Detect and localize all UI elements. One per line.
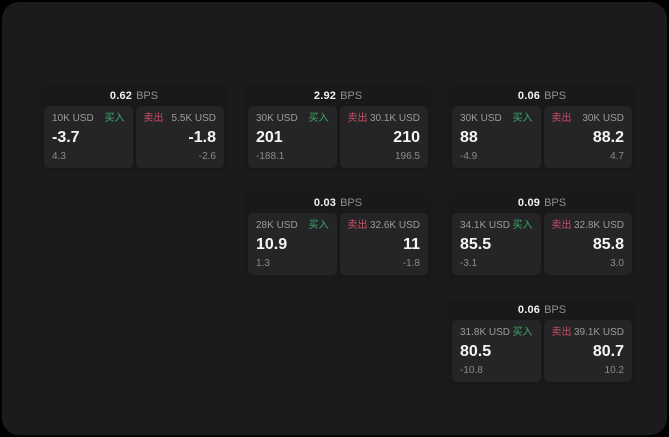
quote-card-body: 31.8K USD 买入 80.5 -10.8 卖出 39.1K USD 80.…	[452, 320, 632, 382]
buy-amount: 34.1K USD	[460, 220, 511, 231]
buy-tag: 买入	[512, 327, 533, 338]
buy-price: -3.7	[52, 129, 80, 146]
buy-price: 85.5	[460, 236, 492, 253]
bps-header: 0.06 BPS	[452, 299, 632, 320]
sell-amount: 30.1K USD	[369, 113, 420, 124]
sell-tag: 卖出	[551, 220, 572, 231]
sell-amount: 39.1K USD	[573, 327, 624, 338]
quote-card: 0.62 BPS 10K USD 买入 -3.7 4.3 卖出 5.5K USD	[40, 85, 228, 172]
sell-amount: 30K USD	[582, 113, 624, 124]
buy-quote-panel[interactable]: 28K USD 买入 10.9 1.3	[248, 213, 337, 275]
quote-card-body: 10K USD 买入 -3.7 4.3 卖出 5.5K USD -1.8 -2.…	[44, 106, 224, 168]
buy-tag: 买入	[512, 220, 533, 231]
bps-unit-label: BPS	[544, 303, 567, 316]
buy-amount: 28K USD	[256, 220, 298, 231]
bps-header: 0.62 BPS	[44, 85, 224, 106]
buy-sub-value: 4.3	[52, 151, 66, 162]
sell-quote-panel[interactable]: 卖出 30K USD 88.2 4.7	[543, 106, 632, 168]
buy-sub-value: -10.8	[460, 365, 483, 376]
bps-unit-label: BPS	[340, 196, 363, 209]
bps-value: 0.06	[517, 303, 541, 316]
quote-card: 2.92 BPS 30K USD 买入 201 -188.1 卖出 30.1K …	[244, 85, 432, 172]
sell-quote-panel[interactable]: 卖出 5.5K USD -1.8 -2.6	[135, 106, 224, 168]
quote-card-body: 28K USD 买入 10.9 1.3 卖出 32.6K USD 11 -1.8	[248, 213, 428, 275]
sell-sub-value: -2.6	[198, 151, 216, 162]
buy-quote-panel[interactable]: 30K USD 买入 201 -188.1	[248, 106, 337, 168]
sell-price: 85.8	[592, 236, 624, 253]
bps-value: 0.06	[517, 89, 541, 102]
bps-header: 2.92 BPS	[248, 85, 428, 106]
quote-card: 0.03 BPS 28K USD 买入 10.9 1.3 卖出 32.6K US…	[244, 192, 432, 279]
buy-tag: 买入	[104, 113, 125, 124]
buy-amount: 31.8K USD	[460, 327, 511, 338]
sell-sub-value: -1.8	[402, 258, 420, 269]
buy-sub-value: -188.1	[256, 151, 285, 162]
sell-amount: 5.5K USD	[171, 113, 216, 124]
sell-tag: 卖出	[143, 113, 164, 124]
buy-quote-panel[interactable]: 10K USD 买入 -3.7 4.3	[44, 106, 133, 168]
buy-sub-value: -4.9	[460, 151, 478, 162]
sell-tag: 卖出	[551, 113, 572, 124]
buy-price: 80.5	[460, 343, 492, 360]
sell-quote-panel[interactable]: 卖出 30.1K USD 210 196.5	[339, 106, 428, 168]
sell-quote-panel[interactable]: 卖出 32.8K USD 85.8 3.0	[543, 213, 632, 275]
buy-quote-panel[interactable]: 34.1K USD 买入 85.5 -3.1	[452, 213, 541, 275]
sell-sub-value: 10.2	[604, 365, 624, 376]
buy-amount: 30K USD	[256, 113, 298, 124]
buy-quote-panel[interactable]: 30K USD 买入 88 -4.9	[452, 106, 541, 168]
sell-price: 80.7	[592, 343, 624, 360]
buy-tag: 买入	[308, 113, 329, 124]
bps-unit-label: BPS	[136, 89, 159, 102]
sell-amount: 32.6K USD	[369, 220, 420, 231]
sell-sub-value: 4.7	[610, 151, 624, 162]
bps-header: 0.06 BPS	[452, 85, 632, 106]
bps-value: 2.92	[313, 89, 337, 102]
sell-price: 210	[393, 129, 420, 146]
bps-unit-label: BPS	[340, 89, 363, 102]
bps-unit-label: BPS	[544, 196, 567, 209]
buy-tag: 买入	[308, 220, 329, 231]
quote-card-grid: 0.62 BPS 10K USD 买入 -3.7 4.3 卖出 5.5K USD	[40, 85, 636, 386]
buy-amount: 30K USD	[460, 113, 502, 124]
sell-tag: 卖出	[347, 113, 368, 124]
bps-header: 0.09 BPS	[452, 192, 632, 213]
quote-card-body: 30K USD 买入 201 -188.1 卖出 30.1K USD 210 1…	[248, 106, 428, 168]
sell-sub-value: 3.0	[610, 258, 624, 269]
sell-tag: 卖出	[347, 220, 368, 231]
buy-price: 201	[256, 129, 283, 146]
quote-card-body: 34.1K USD 买入 85.5 -3.1 卖出 32.8K USD 85.8…	[452, 213, 632, 275]
quote-card: 0.09 BPS 34.1K USD 买入 85.5 -3.1 卖出 32.8K…	[448, 192, 636, 279]
buy-price: 10.9	[256, 236, 288, 253]
quote-card-body: 30K USD 买入 88 -4.9 卖出 30K USD 88.2 4.7	[452, 106, 632, 168]
buy-tag: 买入	[512, 113, 533, 124]
sell-price: 11	[403, 236, 420, 253]
buy-quote-panel[interactable]: 31.8K USD 买入 80.5 -10.8	[452, 320, 541, 382]
buy-sub-value: 1.3	[256, 258, 270, 269]
sell-price: -1.8	[188, 129, 216, 146]
bps-value: 0.62	[109, 89, 133, 102]
sell-quote-panel[interactable]: 卖出 39.1K USD 80.7 10.2	[543, 320, 632, 382]
sell-sub-value: 196.5	[394, 151, 420, 162]
sell-tag: 卖出	[551, 327, 572, 338]
sell-price: 88.2	[592, 129, 624, 146]
bps-value: 0.03	[313, 196, 337, 209]
sell-quote-panel[interactable]: 卖出 32.6K USD 11 -1.8	[339, 213, 428, 275]
bps-value: 0.09	[517, 196, 541, 209]
buy-price: 88	[460, 129, 478, 146]
bps-header: 0.03 BPS	[248, 192, 428, 213]
buy-sub-value: -3.1	[460, 258, 478, 269]
quote-card: 0.06 BPS 30K USD 买入 88 -4.9 卖出 30K USD	[448, 85, 636, 172]
quote-card: 0.06 BPS 31.8K USD 买入 80.5 -10.8 卖出 39.1…	[448, 299, 636, 386]
bps-unit-label: BPS	[544, 89, 567, 102]
sell-amount: 32.8K USD	[573, 220, 624, 231]
buy-amount: 10K USD	[52, 113, 94, 124]
